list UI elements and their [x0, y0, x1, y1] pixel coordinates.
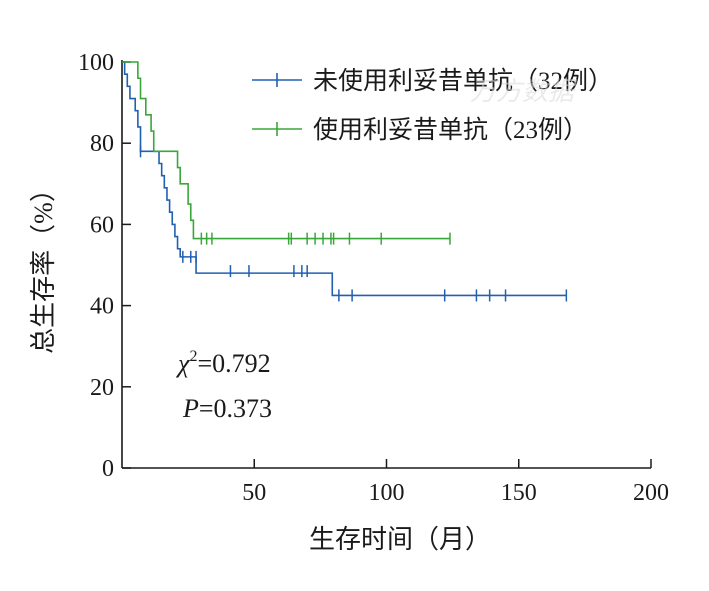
- chi-value: =0.792: [197, 349, 270, 378]
- survival-curve-2: [122, 61, 450, 240]
- y-tick-label: 40: [90, 294, 114, 320]
- y-tick-label: 100: [78, 50, 114, 76]
- y-tick-label: 60: [90, 212, 114, 238]
- series-2: [122, 61, 451, 245]
- x-tick-label: 150: [501, 480, 537, 506]
- y-tick-label: 20: [90, 375, 114, 401]
- chi-superscript: 2: [189, 348, 197, 365]
- p-value-label: P=0.373: [182, 394, 272, 423]
- x-tick-label: 100: [369, 480, 405, 506]
- p-value: =0.373: [199, 394, 272, 423]
- legend-label-1: 未使用利妥昔单抗（32例）: [313, 67, 613, 95]
- y-axis-title: 总生存率（%）: [29, 176, 58, 354]
- chart-ticks: 50 100 150 200 0 20 40 60 80 100: [78, 50, 669, 506]
- chi-symbol: χ: [175, 349, 190, 378]
- survival-curve-1: [122, 61, 567, 297]
- x-tick-label: 200: [633, 480, 669, 506]
- chi-square-label: χ2=0.792: [175, 348, 271, 378]
- x-axis-title: 生存时间（月）: [309, 525, 491, 554]
- y-tick-label: 80: [90, 131, 114, 157]
- legend-label-2: 使用利妥昔单抗（23例）: [313, 116, 588, 144]
- x-tick-label: 50: [242, 480, 266, 506]
- watermark: 万方数据: [470, 77, 578, 106]
- p-symbol: P: [182, 394, 199, 423]
- series-1: [122, 61, 568, 302]
- chart-legend: 未使用利妥昔单抗（32例） 使用利妥昔单抗（23例）: [252, 67, 613, 144]
- y-tick-label: 0: [102, 456, 114, 482]
- chart-series: [122, 61, 568, 302]
